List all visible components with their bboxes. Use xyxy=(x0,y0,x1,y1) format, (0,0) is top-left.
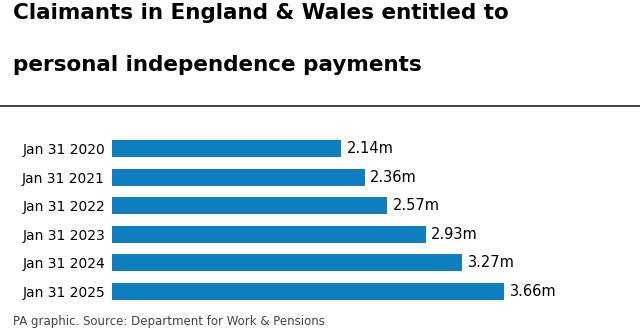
Text: personal independence payments: personal independence payments xyxy=(13,55,422,76)
Text: 2.57m: 2.57m xyxy=(393,198,440,213)
Bar xyxy=(112,140,341,157)
Text: 3.27m: 3.27m xyxy=(468,255,515,270)
Bar xyxy=(112,169,365,186)
Text: 3.66m: 3.66m xyxy=(509,284,556,299)
Text: 2.93m: 2.93m xyxy=(431,227,478,242)
Text: Claimants in England & Wales entitled to: Claimants in England & Wales entitled to xyxy=(13,3,509,24)
Bar xyxy=(112,197,387,214)
Bar xyxy=(112,254,463,271)
Bar xyxy=(112,226,426,243)
Text: 2.14m: 2.14m xyxy=(347,141,394,156)
Text: 2.36m: 2.36m xyxy=(371,170,417,185)
Bar xyxy=(112,283,504,300)
Text: PA graphic. Source: Department for Work & Pensions: PA graphic. Source: Department for Work … xyxy=(13,314,324,328)
